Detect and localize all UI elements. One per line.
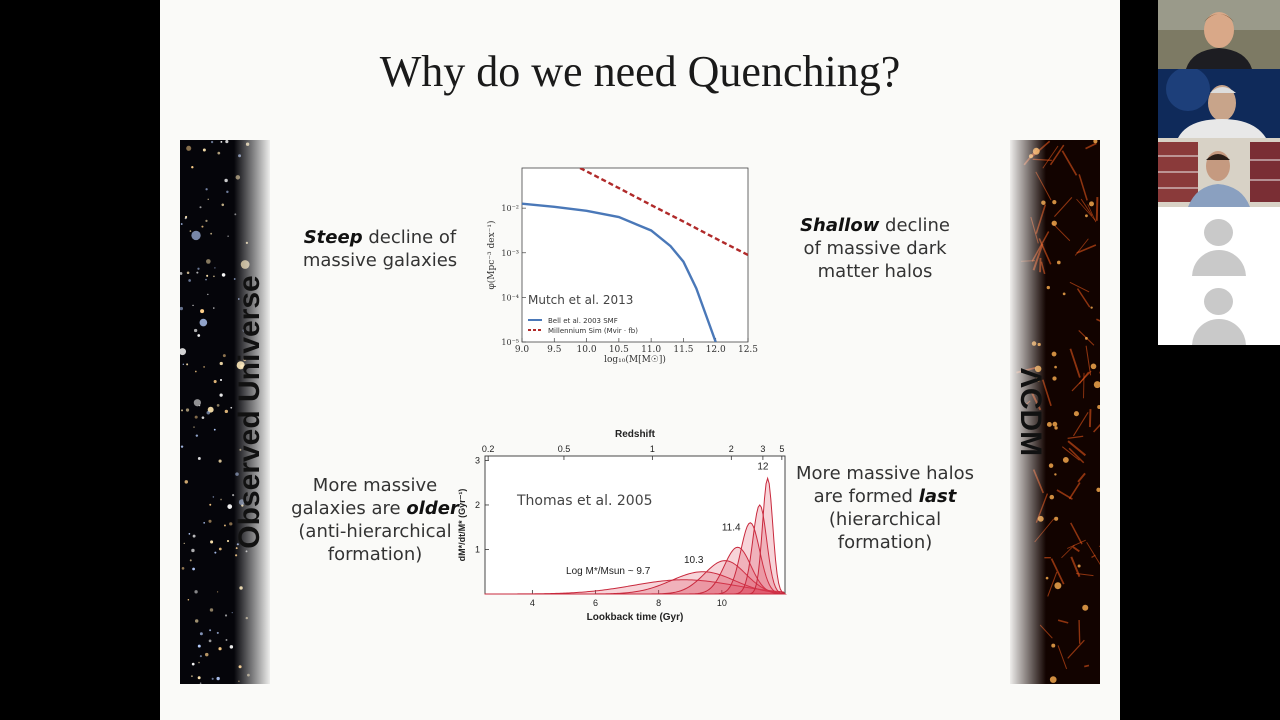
y-axis-label: dM*/dt/M* (Gyr⁻¹): [457, 489, 467, 562]
top-axis-label: Redshift: [615, 429, 656, 440]
y-tick-label: 2: [475, 500, 480, 510]
plot-frame: [521, 167, 749, 343]
caption-steep-decline: Steep decline of massive galaxies: [302, 227, 458, 271]
top-tick-label: 0.5: [558, 444, 571, 454]
sfh-curve: [485, 476, 787, 595]
x-tick-label: 10.5: [609, 345, 629, 355]
y-tick-label: 10⁻⁴: [501, 293, 519, 302]
participant-panel: [1158, 0, 1280, 346]
plot-frame: [484, 455, 786, 595]
y-tick-label: 10⁻³: [501, 249, 519, 258]
right-strip-label: ΛCDM: [1014, 367, 1047, 457]
x-tick-label: 11.5: [673, 345, 693, 355]
x-tick-label: 9.5: [547, 345, 562, 355]
dark-matter-web-image: ΛCDM: [1010, 140, 1100, 684]
series-line: [579, 168, 748, 257]
top-tick-label: 5: [779, 444, 784, 454]
y-axis-label: φ(Mpc⁻³ dex⁻¹): [486, 220, 497, 289]
left-strip-label: Observed Universe: [233, 275, 266, 549]
legend-label: Millennium Sim (Mvir · fb): [548, 327, 638, 335]
mass-function-chart: 9.0 9.5 10.0 10.5 11.0 11.5 12.0 12.5 10⁻² 10⁻³ 10…: [486, 167, 758, 365]
top-tick-label: 2: [729, 444, 734, 454]
caption-shallow-decline: Shallow decline of massive dark matter h…: [800, 215, 950, 282]
x-axis-label: Lookback time (Gyr): [587, 612, 684, 623]
chart-annotation: Thomas et al. 2005: [516, 493, 653, 509]
top-tick-label: 3: [760, 444, 765, 454]
participant-video-2[interactable]: [1158, 69, 1280, 138]
series-label: 10.3: [684, 555, 704, 566]
x-tick-label: 12.5: [738, 345, 758, 355]
caption-halos-formed-last: More massive halos are formed last (hier…: [796, 463, 974, 553]
series-label: Log M*/Msun ~ 9.7: [566, 566, 651, 577]
y-tick-label: 1: [475, 544, 480, 554]
y-tick-label: 3: [475, 455, 480, 465]
x-tick-label: 9.0: [515, 345, 530, 355]
caption-older-galaxies: More massive galaxies are older (anti-hi…: [291, 475, 459, 565]
series-line: [522, 202, 717, 342]
participant-avatar-5[interactable]: [1158, 276, 1280, 345]
participant-avatar-4[interactable]: [1158, 207, 1280, 276]
top-tick-label: 1: [650, 444, 655, 454]
presentation-slide: Why do we need Quenching? Observed Unive…: [160, 0, 1120, 720]
x-tick-label: 10.0: [577, 345, 597, 355]
top-tick-label: 0.2: [482, 444, 495, 454]
legend-label: Bell et al. 2003 SMF: [548, 317, 618, 325]
y-tick-label: 10⁻⁵: [501, 338, 519, 347]
x-tick-label: 10: [717, 598, 727, 608]
participant-video-1[interactable]: [1158, 0, 1280, 69]
series-label: 12: [757, 461, 769, 472]
x-tick-label: 8: [656, 598, 661, 608]
galaxy-field-image: Observed Universe: [180, 140, 270, 684]
slide-title: Why do we need Quenching?: [379, 47, 901, 96]
x-tick-label: 6: [593, 598, 598, 608]
x-tick-label: 4: [530, 598, 535, 608]
y-tick-label: 10⁻²: [501, 204, 519, 213]
participant-video-3[interactable]: [1158, 138, 1280, 207]
x-tick-label: 11.0: [641, 345, 661, 355]
series-label: 11.4: [722, 522, 741, 533]
x-axis-label: log₁₀(M[M☉]): [604, 354, 666, 365]
chart-annotation: Mutch et al. 2013: [528, 293, 633, 307]
x-tick-label: 12.0: [706, 345, 726, 355]
